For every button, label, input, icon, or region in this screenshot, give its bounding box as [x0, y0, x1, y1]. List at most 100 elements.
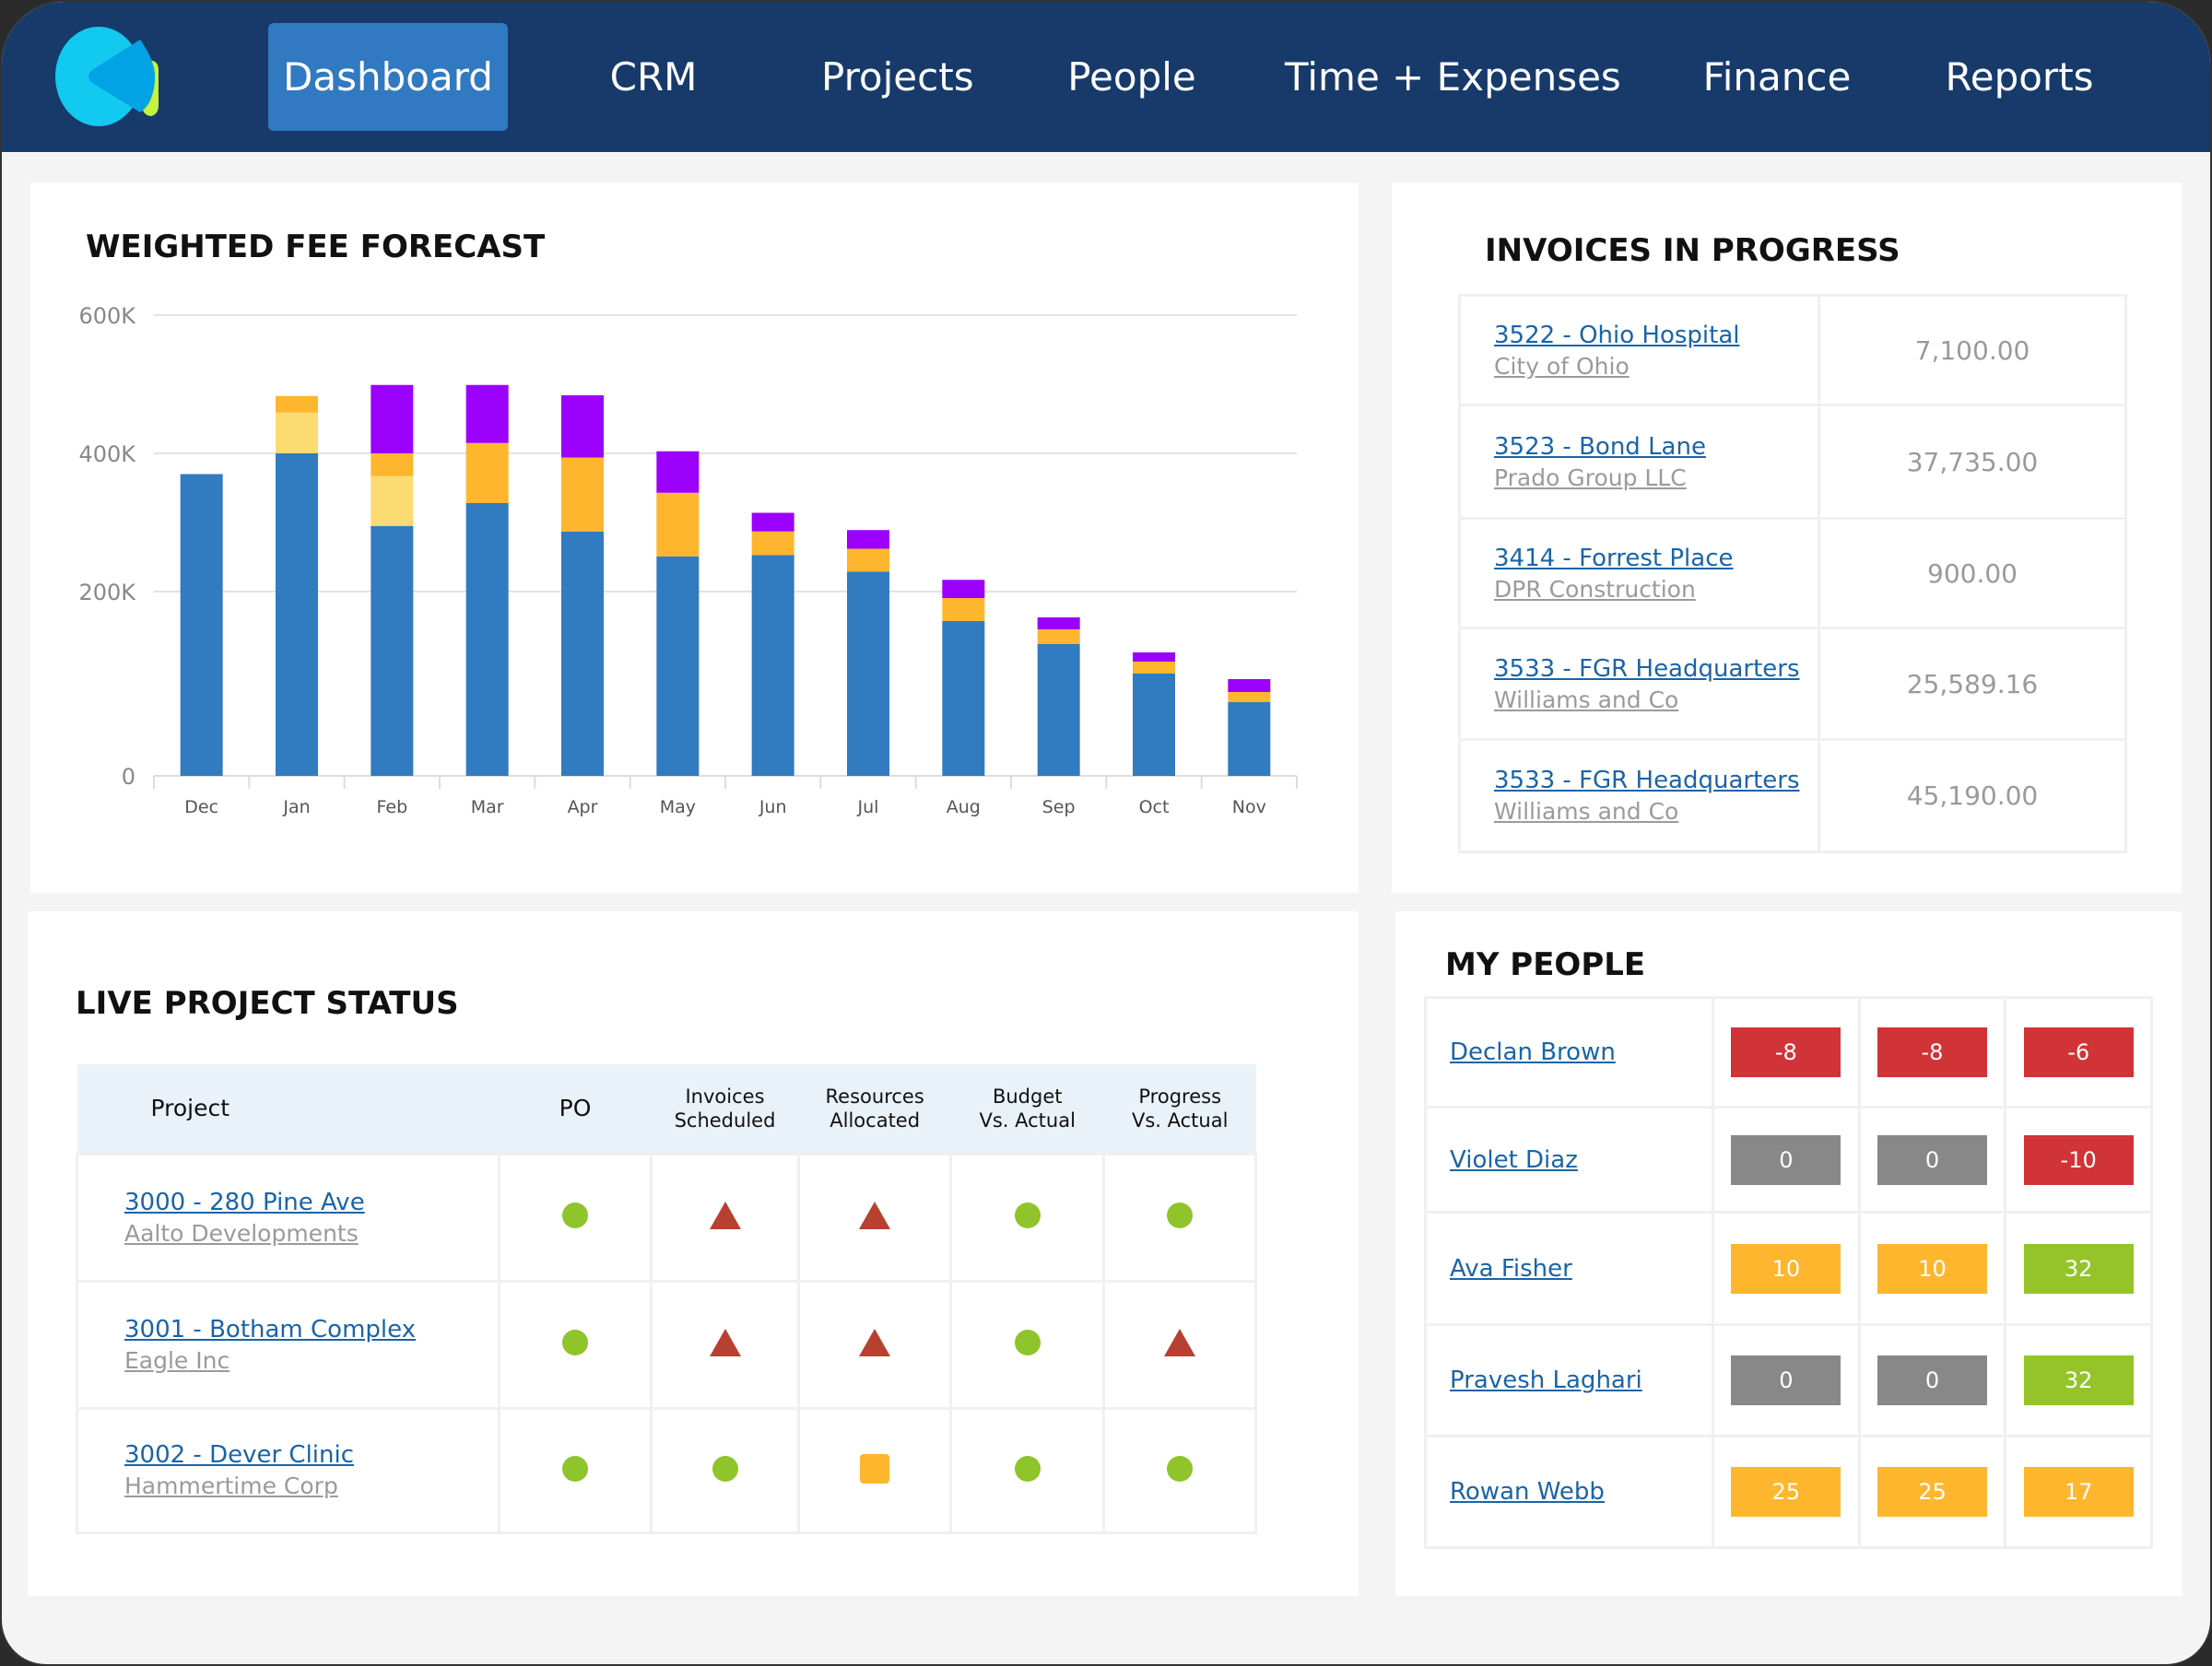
- bar-segment: [751, 555, 794, 776]
- panel-title: INVOICES IN PROGRESS: [1485, 232, 1900, 269]
- metric-cell: 0: [1857, 1106, 2007, 1214]
- bar-segment: [847, 571, 889, 776]
- status-bad-icon: [859, 1202, 891, 1229]
- bar-segment: [1228, 702, 1271, 776]
- logo-icon[interactable]: [55, 26, 171, 127]
- status-bad-icon: [859, 1329, 891, 1356]
- metric-cell: -10: [2004, 1106, 2153, 1214]
- status-cell: [1102, 1152, 1257, 1283]
- header-line: Vs. Actual: [979, 1109, 1076, 1132]
- client-link[interactable]: Hammertime Corp: [124, 1472, 338, 1499]
- person-link[interactable]: Violet Diaz: [1450, 1145, 1578, 1174]
- col-budget-vs-actual: Budget Vs. Actual: [950, 1064, 1104, 1154]
- status-bad-icon: [709, 1329, 741, 1356]
- status-cell: [498, 1406, 653, 1534]
- status-cell: [948, 1406, 1106, 1534]
- status-good-icon: [562, 1203, 589, 1228]
- invoice-client-link[interactable]: Williams and Co: [1494, 798, 1679, 825]
- client-link[interactable]: Aalto Developments: [124, 1219, 359, 1247]
- bar-segment: [1133, 652, 1175, 662]
- invoice-client-link[interactable]: Prado Group LLC: [1494, 463, 1687, 491]
- people-table: Declan Brown -8 -8 -6 Violet Diaz 0 0 -10 Av…: [1424, 996, 2153, 1549]
- x-tick-label: Feb: [377, 797, 408, 817]
- panel-title: WEIGHTED FEE FORECAST: [86, 229, 546, 265]
- metric-cell: 32: [2004, 1211, 2153, 1326]
- col-invoices-scheduled: Invoices Scheduled: [651, 1064, 799, 1154]
- metric-cell: -6: [2004, 996, 2153, 1109]
- status-cell: [797, 1406, 952, 1534]
- person-link[interactable]: Pravesh Laghari: [1450, 1367, 1642, 1394]
- project-cell: 3000 - 280 Pine Ave Aalto Developments: [75, 1152, 501, 1283]
- header-line: Progress: [1138, 1085, 1222, 1108]
- project-link[interactable]: 3000 - 280 Pine Ave: [124, 1188, 365, 1216]
- bar-segment: [656, 492, 700, 557]
- bar-segment: [561, 395, 604, 458]
- invoice-client-link[interactable]: DPR Construction: [1494, 575, 1696, 603]
- top-nav: Dashboard CRM Projects People Time + Exp…: [2, 2, 2210, 152]
- metric-cell: 17: [2004, 1435, 2153, 1549]
- invoice-project-link[interactable]: 3523 - Bond Lane: [1494, 432, 1706, 461]
- nav-crm[interactable]: CRM: [609, 54, 698, 100]
- invoice-amount: 7,100.00: [1818, 294, 2127, 406]
- metric-badge: 0: [1877, 1134, 1987, 1185]
- invoice-project-link[interactable]: 3533 - FGR Headquarters: [1494, 767, 1800, 794]
- bar-segment: [276, 395, 318, 413]
- nav-dashboard[interactable]: Dashboard: [268, 23, 508, 131]
- bar-segment: [847, 548, 889, 572]
- metric-badge: -8: [1731, 1027, 1841, 1077]
- metric-cell: -8: [1712, 996, 1861, 1109]
- bar-segment: [465, 503, 509, 776]
- metric-cell: -8: [1857, 996, 2007, 1109]
- invoice-project-link[interactable]: 3533 - FGR Headquarters: [1494, 654, 1800, 683]
- header-line: Resources: [825, 1085, 924, 1108]
- nav-finance[interactable]: Finance: [1702, 54, 1852, 100]
- person-link[interactable]: Rowan Webb: [1450, 1478, 1605, 1506]
- bar-segment: [561, 457, 604, 532]
- metric-badge: -8: [1877, 1027, 1987, 1077]
- metric-badge: 0: [1877, 1355, 1987, 1405]
- x-tick-label: Sep: [1042, 797, 1076, 817]
- status-good-icon: [562, 1455, 589, 1482]
- invoice-cell: 3533 - FGR Headquarters Williams and Co: [1458, 738, 1820, 853]
- bar-segment: [1133, 674, 1175, 776]
- invoice-project-link[interactable]: 3414 - Forrest Place: [1494, 544, 1734, 572]
- nav-time-expenses[interactable]: Time + Expenses: [1285, 54, 1621, 100]
- project-link[interactable]: 3001 - Botham Complex: [124, 1315, 417, 1343]
- invoice-client-link[interactable]: Williams and Co: [1494, 686, 1679, 713]
- metric-cell: 10: [1857, 1211, 2007, 1326]
- header-line: Allocated: [830, 1109, 921, 1132]
- person-link[interactable]: Ava Fisher: [1450, 1254, 1572, 1283]
- person-cell: Declan Brown: [1424, 996, 1714, 1109]
- weighted-fee-forecast-panel: WEIGHTED FEE FORECAST 0 200K 400K 600K Dec Ja…: [30, 182, 1359, 893]
- status-cell: [649, 1406, 801, 1534]
- status-cell: [498, 1279, 653, 1410]
- header-line: Scheduled: [674, 1109, 776, 1132]
- person-cell: Rowan Webb: [1424, 1435, 1714, 1549]
- nav-people[interactable]: People: [1067, 54, 1196, 100]
- x-tick-label: Apr: [568, 797, 598, 817]
- bar-segment: [180, 474, 223, 776]
- nav-reports[interactable]: Reports: [1945, 54, 2094, 100]
- nav-projects[interactable]: Projects: [821, 54, 974, 100]
- status-cell: [1102, 1406, 1257, 1534]
- invoice-cell: 3523 - Bond Lane Prado Group LLC: [1458, 404, 1820, 520]
- project-status-table: Project PO Invoices Scheduled Resources Al…: [75, 1064, 1257, 1534]
- live-project-status-panel: LIVE PROJECT STATUS Project PO Invoices S…: [28, 911, 1359, 1596]
- bar-segment: [942, 621, 985, 776]
- bar-segment: [1133, 662, 1175, 674]
- metric-badge: 10: [1877, 1243, 1987, 1294]
- project-link[interactable]: 3002 - Dever Clinic: [124, 1441, 355, 1469]
- status-cell: [649, 1152, 801, 1283]
- metric-cell: 0: [1712, 1323, 1861, 1437]
- invoice-client-link[interactable]: City of Ohio: [1494, 352, 1630, 380]
- person-link[interactable]: Declan Brown: [1450, 1038, 1616, 1066]
- metric-cell: 0: [1857, 1323, 2007, 1437]
- invoice-project-link[interactable]: 3522 - Ohio Hospital: [1494, 321, 1740, 349]
- bar-segment: [942, 580, 985, 598]
- client-link[interactable]: Eagle Inc: [124, 1346, 230, 1374]
- my-people-panel: MY PEOPLE Declan Brown -8 -8 -6 Violet Dia…: [1395, 911, 2182, 1596]
- invoice-cell: 3522 - Ohio Hospital City of Ohio: [1458, 294, 1820, 406]
- status-cell: [498, 1152, 653, 1283]
- bar-segment: [1037, 644, 1080, 776]
